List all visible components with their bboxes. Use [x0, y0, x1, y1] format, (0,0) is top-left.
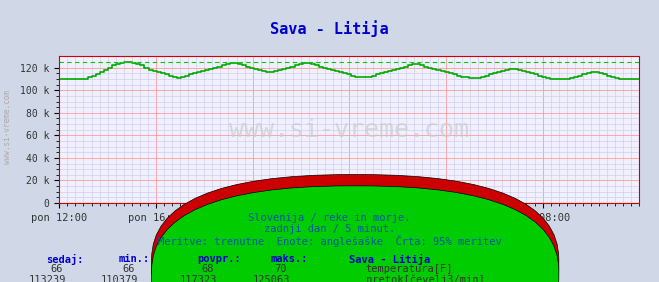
Text: 66: 66 [123, 264, 135, 274]
Text: sedaj:: sedaj: [46, 254, 84, 265]
Text: 125063: 125063 [252, 275, 290, 282]
Text: 117323: 117323 [180, 275, 217, 282]
Text: 113239: 113239 [28, 275, 66, 282]
Text: pretok[čevelj3/min]: pretok[čevelj3/min] [366, 275, 484, 282]
Text: 66: 66 [50, 264, 63, 274]
Text: povpr.:: povpr.: [198, 254, 241, 264]
Text: maks.:: maks.: [270, 254, 308, 264]
Text: min.:: min.: [119, 254, 150, 264]
Text: 70: 70 [274, 264, 287, 274]
Text: Sava - Litija: Sava - Litija [270, 20, 389, 37]
Text: www.si-vreme.com: www.si-vreme.com [3, 90, 13, 164]
Text: www.si-vreme.com: www.si-vreme.com [229, 118, 469, 142]
Text: Meritve: trenutne  Enote: anglešaške  Črta: 95% meritev: Meritve: trenutne Enote: anglešaške Črta… [158, 235, 501, 248]
Text: zadnji dan / 5 minut.: zadnji dan / 5 minut. [264, 224, 395, 234]
Text: temperatura[F]: temperatura[F] [366, 264, 453, 274]
Text: 110379: 110379 [101, 275, 138, 282]
Text: 68: 68 [202, 264, 214, 274]
Text: Slovenija / reke in morje.: Slovenija / reke in morje. [248, 213, 411, 223]
Text: Sava - Litija: Sava - Litija [349, 254, 430, 265]
